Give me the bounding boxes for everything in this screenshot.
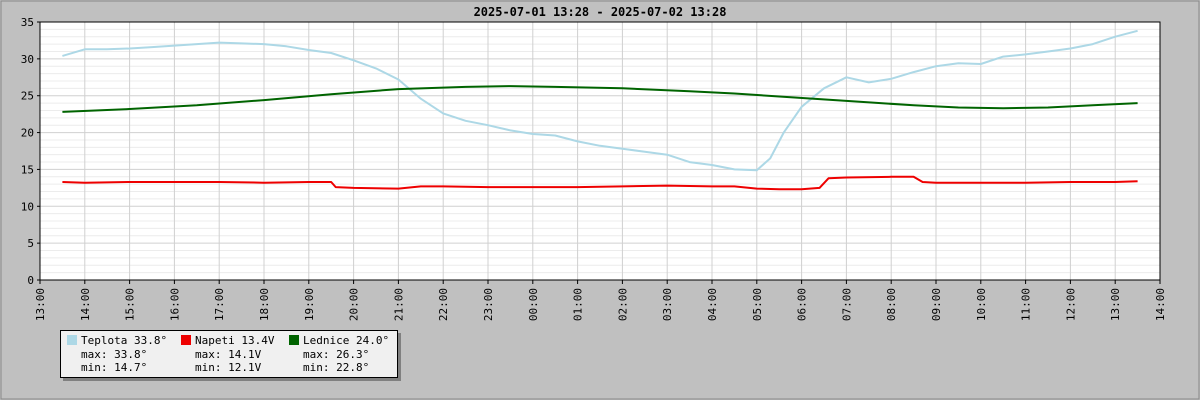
x-tick-label: 05:00 (751, 288, 764, 321)
series-line-lednice (62, 85, 1138, 113)
x-tick-label: 03:00 (661, 288, 674, 321)
x-tick-label: 16:00 (168, 288, 181, 321)
legend-entry-teplota: Teplota 33.8° max: 33.8° min: 14.7° (67, 334, 167, 375)
legend-min-teplota: min: 14.7° (81, 361, 148, 374)
x-tick-label: 14:00 (1154, 288, 1167, 321)
series-line-napeti (62, 175, 1138, 191)
legend-entry-napeti: Napeti 13.4V max: 14.1V min: 12.1V (181, 334, 274, 375)
x-tick-label: 15:00 (124, 288, 137, 321)
x-tick-label: 06:00 (796, 288, 809, 321)
x-tick-label: 14:00 (79, 288, 92, 321)
grid-lines (39, 21, 1161, 281)
plot-border (39, 21, 1161, 281)
x-tick-label: 11:00 (1020, 288, 1033, 321)
chart-title: 2025-07-01 13:28 - 2025-07-02 13:28 (474, 5, 727, 19)
legend-min-lednice: min: 22.8° (303, 361, 370, 374)
x-tick-label: 01:00 (572, 288, 585, 321)
y-tick-label: 5 (27, 237, 34, 250)
x-tick-label: 09:00 (930, 288, 943, 321)
y-tick-label: 0 (27, 274, 34, 287)
y-tick-label: 10 (21, 200, 34, 213)
series-line-teplota (62, 29, 1138, 172)
x-tick-label: 07:00 (840, 288, 853, 321)
legend-label-teplota: Teplota 33.8° (81, 334, 168, 347)
x-tick-label: 04:00 (706, 288, 719, 321)
y-tick-label: 25 (21, 90, 34, 103)
x-tick-label: 19:00 (303, 288, 316, 321)
x-tick-label: 22:00 (437, 288, 450, 321)
legend-min-napeti: min: 12.1V (195, 361, 262, 374)
x-tick-label: 13:00 (1109, 288, 1122, 321)
legend-max-teplota: max: 33.8° (81, 347, 148, 361)
x-tick-label: 17:00 (213, 288, 226, 321)
legend-label-napeti: Napeti 13.4V (195, 334, 275, 347)
legend-entry-lednice: Lednice 24.0° max: 26.3° min: 22.8° (289, 334, 389, 375)
legend-swatch-lednice (289, 335, 299, 345)
x-tick-label: 21:00 (392, 288, 405, 321)
legend-max-napeti: max: 14.1V (195, 347, 262, 361)
x-tick-label: 00:00 (527, 288, 540, 321)
legend-label-lednice: Lednice 24.0° (303, 334, 390, 347)
x-tick-label: 12:00 (1064, 288, 1077, 321)
y-tick-label: 30 (21, 53, 34, 66)
series-group (62, 29, 1138, 191)
axes: 0 5 10 15 20 25 30 35 13:00 14:00 15:00 16:00 17:00 1… (21, 16, 1167, 321)
legend-swatch-napeti (181, 335, 191, 345)
y-tick-label: 20 (21, 127, 34, 140)
x-tick-label: 23:00 (482, 288, 495, 321)
x-tick-label: 18:00 (258, 288, 271, 321)
x-tick-label: 02:00 (616, 288, 629, 321)
x-tick-label: 20:00 (348, 288, 361, 321)
x-tick-label: 13:00 (34, 288, 47, 321)
legend-swatch-teplota (67, 335, 77, 345)
y-tick-label: 35 (21, 16, 34, 29)
legend: Teplota 33.8° max: 33.8° min: 14.7° Nape… (60, 330, 398, 378)
legend-max-lednice: max: 26.3° (303, 347, 370, 361)
x-tick-label: 08:00 (885, 288, 898, 321)
x-tick-label: 10:00 (975, 288, 988, 321)
y-tick-label: 15 (21, 163, 34, 176)
plot-area (40, 22, 1160, 280)
